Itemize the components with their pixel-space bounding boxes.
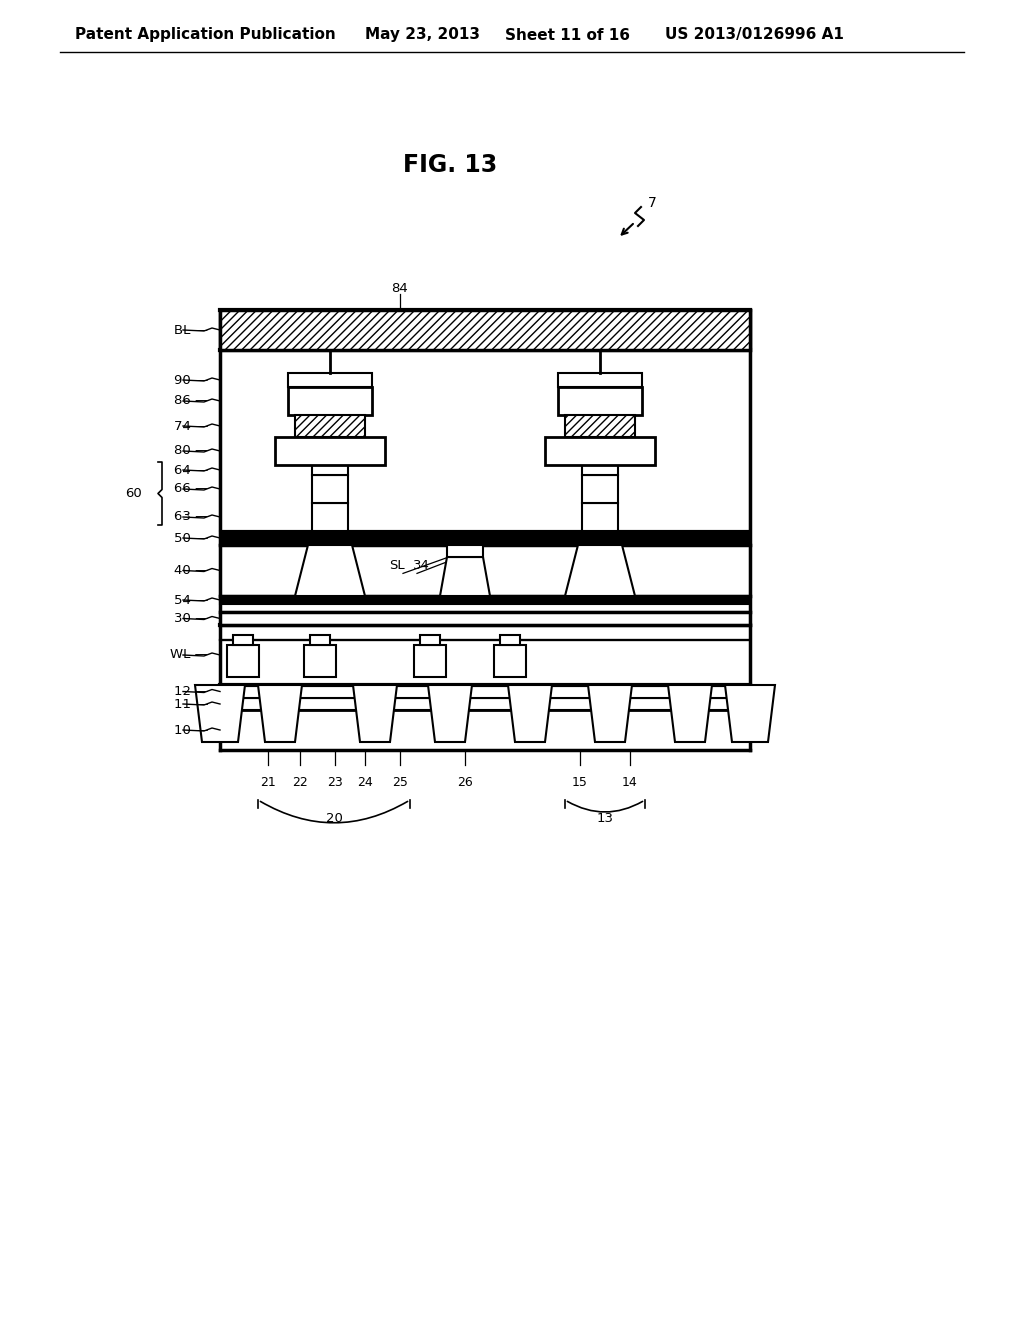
Polygon shape	[565, 545, 635, 597]
Text: 7: 7	[648, 195, 656, 210]
Text: 60: 60	[125, 487, 142, 500]
Bar	[233, 635, 253, 645]
Polygon shape	[195, 685, 245, 742]
Text: Patent Application Publication: Patent Application Publication	[75, 28, 336, 42]
Polygon shape	[428, 685, 472, 742]
Text: 63 —: 63 —	[174, 511, 208, 524]
Text: 14: 14	[623, 776, 638, 788]
Bar	[565, 414, 635, 437]
Text: 13: 13	[597, 812, 613, 825]
Text: WL —: WL —	[170, 648, 208, 661]
Text: FIG. 13: FIG. 13	[402, 153, 497, 177]
Text: Sheet 11 of 16: Sheet 11 of 16	[505, 28, 630, 42]
Text: 24: 24	[357, 776, 373, 788]
Bar	[414, 645, 446, 677]
Bar	[312, 503, 348, 531]
Text: 20: 20	[326, 812, 342, 825]
Bar	[220, 624, 750, 685]
Bar	[582, 465, 618, 475]
Bar	[558, 374, 642, 387]
Polygon shape	[295, 545, 365, 597]
Bar	[420, 635, 440, 645]
Text: 54 —: 54 —	[174, 594, 208, 606]
Bar	[545, 437, 655, 465]
Bar	[220, 612, 750, 624]
Text: 40 —: 40 —	[174, 564, 208, 577]
Bar	[312, 475, 348, 503]
Bar	[220, 350, 750, 531]
Text: 23: 23	[327, 776, 343, 788]
Text: 12 —: 12 —	[173, 685, 208, 698]
Bar	[220, 310, 750, 350]
Polygon shape	[353, 685, 397, 742]
Text: May 23, 2013: May 23, 2013	[365, 28, 480, 42]
Bar	[288, 387, 372, 414]
Text: 84: 84	[391, 281, 409, 294]
Polygon shape	[725, 685, 775, 742]
Bar	[220, 710, 750, 750]
Text: 25: 25	[392, 776, 408, 788]
Text: 15: 15	[572, 776, 588, 788]
Bar	[312, 465, 348, 475]
Bar	[220, 545, 750, 597]
Bar	[220, 531, 750, 545]
Bar	[295, 414, 365, 437]
Polygon shape	[508, 685, 552, 742]
Polygon shape	[440, 557, 490, 597]
Text: 21: 21	[260, 776, 275, 788]
Text: 90 —: 90 —	[174, 374, 208, 387]
Text: 11 —: 11 —	[173, 697, 208, 710]
Bar	[220, 685, 750, 698]
Polygon shape	[668, 685, 712, 742]
Text: 74 —: 74 —	[174, 420, 208, 433]
Text: 30 —: 30 —	[174, 612, 208, 624]
Text: SL: SL	[389, 558, 406, 572]
Text: 50 —: 50 —	[174, 532, 208, 544]
Bar	[304, 645, 336, 677]
Text: BL —: BL —	[174, 323, 208, 337]
Text: 34: 34	[413, 558, 430, 572]
Text: 66 —: 66 —	[174, 483, 208, 495]
Bar	[220, 698, 750, 710]
Bar	[494, 645, 526, 677]
Text: 64 —: 64 —	[174, 463, 208, 477]
Bar	[500, 635, 520, 645]
Bar	[275, 437, 385, 465]
Polygon shape	[258, 685, 302, 742]
Bar	[582, 503, 618, 531]
Bar	[227, 645, 259, 677]
Text: 26: 26	[457, 776, 473, 788]
Bar	[447, 545, 483, 557]
Bar	[288, 374, 372, 387]
Text: US 2013/0126996 A1: US 2013/0126996 A1	[665, 28, 844, 42]
Text: 86 —: 86 —	[174, 395, 208, 408]
Bar	[558, 387, 642, 414]
Text: 80 —: 80 —	[174, 445, 208, 458]
Bar	[310, 635, 330, 645]
Bar	[582, 475, 618, 503]
Text: 22: 22	[292, 776, 308, 788]
Polygon shape	[588, 685, 632, 742]
Text: 10 —: 10 —	[174, 723, 208, 737]
Bar	[220, 597, 750, 605]
